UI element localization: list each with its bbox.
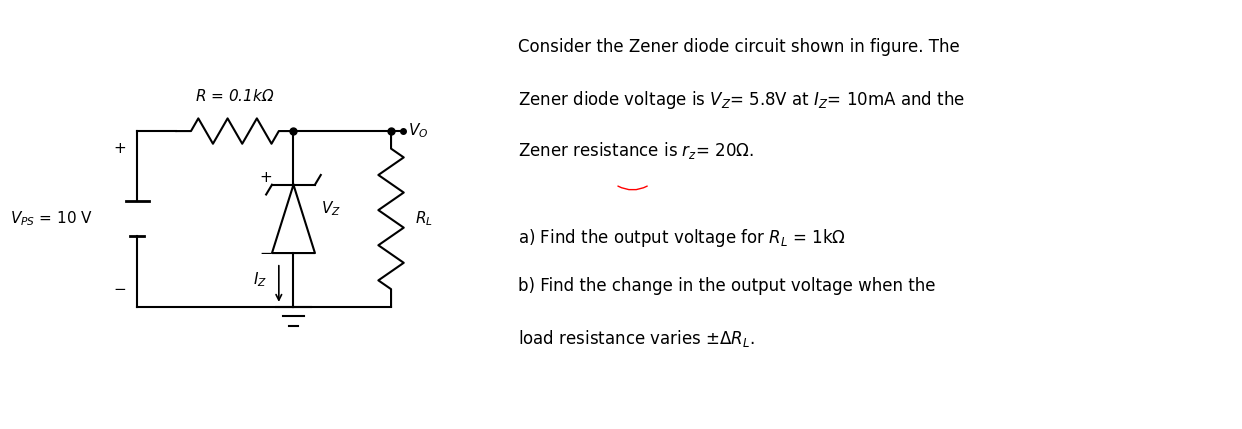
Text: −: −	[113, 282, 127, 296]
Text: −: −	[260, 245, 272, 260]
Text: +: +	[260, 170, 272, 185]
Text: Zener diode voltage is $V_Z$= 5.8V at $I_Z$= 10mA and the: Zener diode voltage is $V_Z$= 5.8V at $I…	[518, 89, 965, 111]
Text: $V_Z$: $V_Z$	[320, 200, 340, 218]
Text: +: +	[113, 141, 127, 156]
Text: load resistance varies ±Δ$R_L$.: load resistance varies ±Δ$R_L$.	[518, 328, 755, 349]
Text: $V_O$: $V_O$	[407, 122, 428, 140]
Text: $V_{PS}$ = 10 V: $V_{PS}$ = 10 V	[10, 209, 93, 228]
Text: a) Find the output voltage for $R_L$ = 1kΩ: a) Find the output voltage for $R_L$ = 1…	[518, 227, 846, 249]
Text: b) Find the change in the output voltage when the: b) Find the change in the output voltage…	[518, 278, 935, 296]
Text: $R_L$: $R_L$	[415, 209, 433, 228]
Text: $I_Z$: $I_Z$	[253, 270, 267, 289]
Text: Zener resistance is $r_z$= 20Ω.: Zener resistance is $r_z$= 20Ω.	[518, 140, 754, 161]
Text: $R$ = 0.1kΩ: $R$ = 0.1kΩ	[195, 88, 274, 104]
Text: Consider the Zener diode circuit shown in figure. The: Consider the Zener diode circuit shown i…	[518, 38, 960, 56]
